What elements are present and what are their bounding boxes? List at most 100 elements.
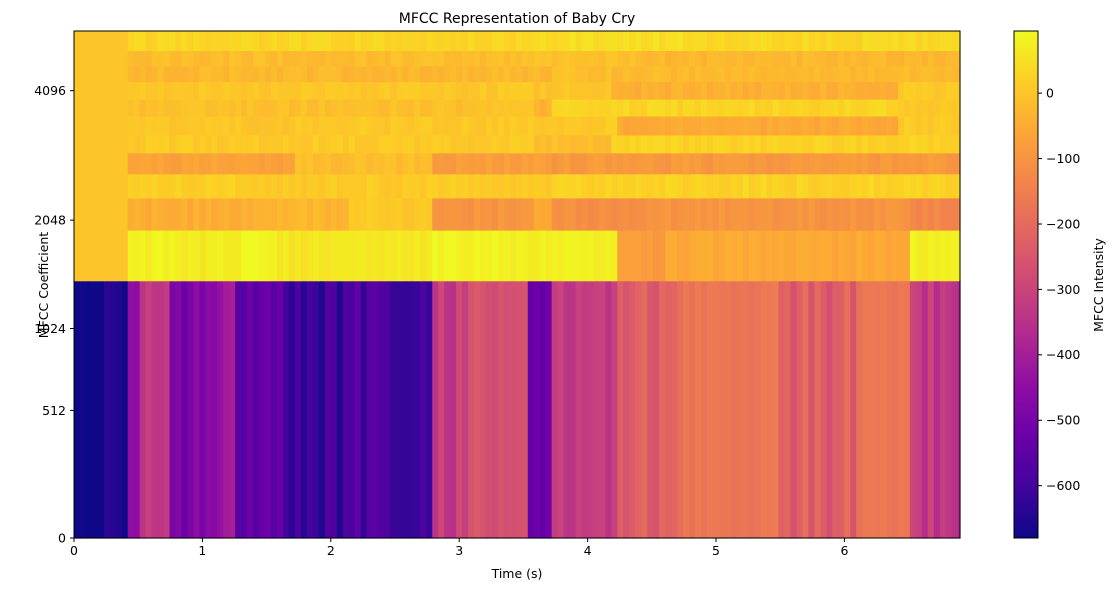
- heatmap-cell: [474, 134, 481, 154]
- heatmap-cell: [79, 152, 87, 175]
- heatmap-cell: [324, 115, 332, 136]
- heatmap-cell: [294, 115, 302, 136]
- heatmap-cell: [474, 197, 481, 231]
- heatmap-cell: [856, 197, 863, 231]
- heatmap-cell: [336, 50, 344, 67]
- heatmap-cell: [336, 81, 344, 100]
- heatmap-cell: [306, 81, 314, 100]
- colorbar-tick-label: −500: [1046, 413, 1080, 428]
- heatmap-cell: [897, 65, 905, 83]
- heatmap-cell: [557, 152, 565, 175]
- heatmap-cell: [748, 50, 756, 67]
- heatmap-cell: [408, 65, 415, 83]
- heatmap-cell: [133, 197, 141, 231]
- heatmap-cell: [903, 65, 911, 83]
- heatmap-cell: [187, 152, 195, 175]
- heatmap-cell: [790, 197, 798, 231]
- heatmap-cell: [360, 152, 368, 175]
- heatmap-cell: [921, 115, 929, 136]
- heatmap-cell: [109, 173, 117, 199]
- heatmap-cell: [665, 280, 672, 539]
- heatmap-cell: [456, 31, 463, 52]
- heatmap-cell: [378, 230, 386, 282]
- heatmap-cell: [635, 50, 642, 67]
- heatmap-cell: [784, 115, 792, 136]
- heatmap-cell: [927, 134, 935, 154]
- heatmap-cell: [259, 197, 266, 231]
- heatmap-cell: [205, 115, 212, 136]
- heatmap-cell: [432, 230, 439, 282]
- heatmap-cell: [181, 65, 189, 83]
- heatmap-cell: [247, 230, 254, 282]
- heatmap-cell: [796, 31, 804, 52]
- heatmap-cell: [438, 50, 445, 67]
- heatmap-cell: [474, 173, 481, 199]
- heatmap-cell: [802, 65, 810, 83]
- heatmap-cell: [629, 31, 636, 52]
- heatmap-cell: [915, 99, 923, 117]
- heatmap-cell: [450, 31, 457, 52]
- heatmap-cell: [874, 65, 881, 83]
- heatmap-cell: [336, 280, 344, 539]
- heatmap-cell: [790, 152, 798, 175]
- heatmap-cell: [318, 134, 326, 154]
- heatmap-cell: [856, 65, 863, 83]
- y-axis-tick-label: 0: [58, 530, 66, 545]
- heatmap-cell: [300, 81, 308, 100]
- heatmap-cell: [802, 115, 810, 136]
- heatmap-cell: [957, 65, 961, 83]
- heatmap-cell: [169, 31, 177, 52]
- heatmap-cell: [109, 134, 117, 154]
- heatmap-cell: [563, 134, 571, 154]
- heatmap-cell: [300, 173, 308, 199]
- heatmap-cell: [706, 230, 714, 282]
- heatmap-cell: [324, 81, 332, 100]
- heatmap-cell: [605, 65, 612, 83]
- heatmap-cell: [736, 99, 744, 117]
- heatmap-cell: [432, 152, 439, 175]
- heatmap-cell: [163, 230, 171, 282]
- heatmap-cell: [677, 280, 684, 539]
- heatmap-cell: [539, 280, 547, 539]
- heatmap-cell: [665, 65, 672, 83]
- heatmap-cell: [139, 81, 147, 100]
- heatmap-cell: [348, 115, 356, 136]
- heatmap-cell: [133, 280, 141, 539]
- heatmap-cell: [784, 31, 792, 52]
- heatmap-cell: [318, 173, 326, 199]
- heatmap-cell: [957, 115, 961, 136]
- heatmap-cell: [330, 197, 338, 231]
- heatmap-cell: [635, 197, 642, 231]
- heatmap-cell: [79, 230, 87, 282]
- heatmap-cell: [605, 173, 612, 199]
- heatmap-cell: [539, 115, 547, 136]
- heatmap-cell: [288, 230, 296, 282]
- heatmap-cell: [915, 197, 923, 231]
- heatmap-cell: [402, 115, 409, 136]
- heatmap-cell: [832, 152, 839, 175]
- heatmap-cell: [820, 50, 827, 67]
- heatmap-cell: [74, 99, 81, 117]
- heatmap-cell: [718, 65, 726, 83]
- heatmap-cell: [474, 152, 481, 175]
- heatmap-cell: [288, 152, 296, 175]
- heatmap-cell: [139, 65, 147, 83]
- heatmap-cell: [712, 173, 720, 199]
- heatmap-cell: [677, 99, 684, 117]
- heatmap-cell: [820, 197, 827, 231]
- heatmap-cell: [808, 81, 815, 100]
- heatmap-cell: [915, 31, 923, 52]
- heatmap-cell: [312, 152, 320, 175]
- heatmap-cell: [426, 280, 433, 539]
- heatmap-cell: [700, 65, 708, 83]
- heatmap-cell: [103, 99, 111, 117]
- heatmap-cell: [712, 115, 720, 136]
- heatmap-cell: [718, 280, 726, 539]
- heatmap-cell: [474, 99, 481, 117]
- heatmap-cell: [945, 31, 953, 52]
- heatmap-cell: [259, 81, 266, 100]
- heatmap-cell: [945, 99, 953, 117]
- heatmap-cell: [211, 134, 218, 154]
- heatmap-cell: [790, 173, 798, 199]
- heatmap-cell: [229, 280, 236, 539]
